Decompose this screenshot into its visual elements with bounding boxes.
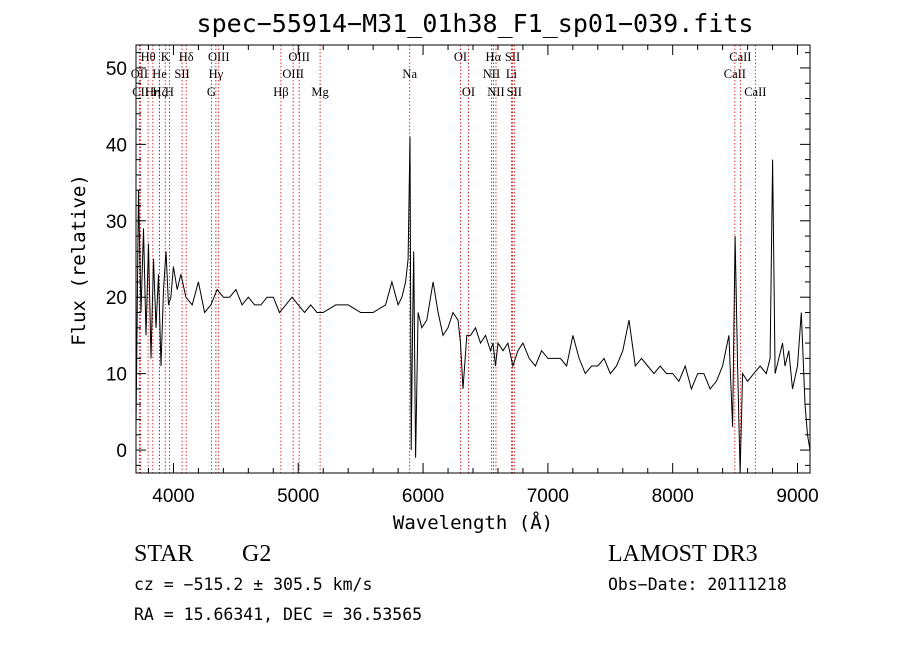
y-axis-ticks: 0 10 20 30 40 50	[106, 52, 810, 466]
spectrum-line	[135, 136, 811, 474]
obs-date: Obs−Date: 20111218	[608, 575, 787, 594]
line-marker-label: Hα	[486, 50, 502, 64]
line-marker-label: Hζ	[152, 85, 166, 99]
line-marker-label: SII	[174, 67, 189, 81]
x-axis-ticks: 4000 5000 6000 7000 8000 9000	[147, 45, 819, 507]
x-tick-label: 6000	[402, 486, 444, 507]
x-tick-label: 4000	[152, 486, 194, 507]
line-marker-label: Mg	[311, 85, 329, 99]
x-tick-label: 7000	[527, 486, 569, 507]
y-tick-label: 20	[106, 288, 127, 309]
line-marker-label: Hθ	[141, 50, 156, 64]
line-marker-label: OII	[131, 67, 148, 81]
y-tick-label: 30	[106, 212, 127, 233]
coordinates: RA = 15.66341, DEC = 36.53565	[134, 605, 422, 624]
line-marker-label: OI	[454, 50, 467, 64]
y-tick-label: 40	[106, 135, 127, 156]
line-marker-label: Hβ	[273, 85, 288, 99]
line-marker-label: Hγ	[209, 67, 224, 81]
line-marker-label: K	[161, 50, 170, 64]
line-marker-label: SII	[507, 85, 522, 99]
line-marker-label: OIII	[208, 50, 230, 64]
plot-frame	[135, 44, 811, 474]
line-marker-label: Na	[402, 67, 417, 81]
y-tick-label: 0	[116, 441, 127, 462]
line-marker-label: CaII	[744, 85, 766, 99]
x-tick-label: 9000	[776, 486, 818, 507]
redshift-readout: cz = −515.2 ± 305.5 km/s	[134, 575, 372, 594]
line-marker-label: NII	[483, 67, 500, 81]
line-marker-label: OI	[462, 85, 475, 99]
line-marker-label: SII	[505, 50, 520, 64]
line-marker-label: CII	[132, 85, 149, 99]
line-marker-label: CaII	[724, 67, 746, 81]
line-marker-label: NII	[487, 85, 504, 99]
survey-label: LAMOST DR3	[608, 541, 758, 567]
line-marker-label: H	[165, 85, 174, 99]
line-marker-label: OIII	[288, 50, 310, 64]
x-tick-label: 5000	[277, 486, 319, 507]
line-marker-label: Hη	[145, 85, 161, 99]
y-tick-label: 50	[106, 59, 127, 80]
x-tick-label: 8000	[652, 486, 694, 507]
chart-title: spec−55914−M31_01h38_F1_sp01−039.fits	[197, 9, 754, 38]
y-tick-label: 10	[106, 365, 127, 386]
object-class: STAR	[134, 541, 193, 567]
x-axis-label: Wavelength (Å)	[393, 511, 553, 534]
y-axis-label: Flux (relative)	[68, 174, 90, 346]
line-marker-label: OIII	[282, 67, 304, 81]
object-subclass: G2	[242, 541, 271, 567]
line-marker-label: G	[207, 85, 216, 99]
line-marker-label: CaII	[729, 50, 751, 64]
line-marker-label: Hδ	[179, 50, 194, 64]
line-marker-label: Li	[506, 67, 518, 81]
